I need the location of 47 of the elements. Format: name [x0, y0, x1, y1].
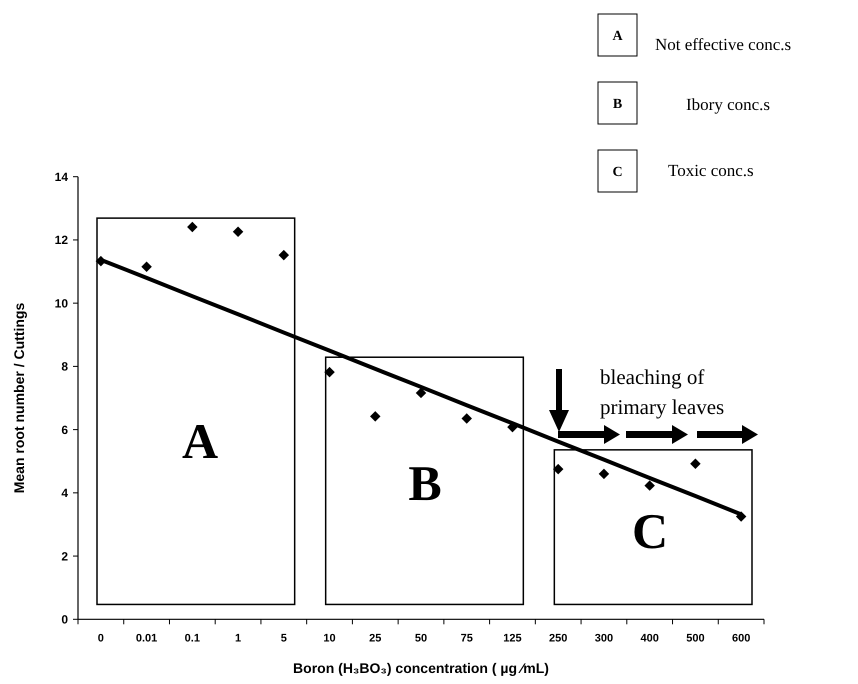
- text: Ibory conc.s: [686, 95, 770, 114]
- point: [552, 464, 564, 474]
- x-tick-label: 600: [732, 632, 750, 644]
- x-tick-label: 10: [323, 632, 336, 644]
- annotation: B: [408, 455, 442, 511]
- x-tick-label: 125: [503, 632, 522, 644]
- x-tick-label: 250: [549, 632, 568, 644]
- x-tick-label: 400: [640, 632, 659, 644]
- y-tick-label: 8: [61, 360, 68, 374]
- point: [370, 411, 381, 422]
- x-tick-label: 300: [594, 632, 614, 644]
- text: B: [612, 97, 622, 112]
- y-tick-label: 10: [54, 296, 68, 310]
- text: A: [612, 29, 624, 44]
- point: [278, 250, 290, 260]
- x-tick-label: 1: [235, 632, 242, 644]
- annotation: bleaching of primary leaves: [600, 365, 724, 419]
- y-tick-label: 6: [61, 422, 68, 437]
- y-tick-label: 14: [54, 170, 68, 184]
- x-tick-label: 5: [280, 632, 287, 644]
- x-tick-label: 0.01: [136, 632, 158, 644]
- x-tick-label: 50: [414, 632, 428, 644]
- annotation: C: [612, 165, 623, 180]
- point: [141, 262, 152, 272]
- point: [416, 388, 426, 398]
- y-tick-label: 0: [61, 612, 68, 626]
- point: [598, 468, 610, 480]
- point: [690, 458, 701, 469]
- text: Not effective conc.s: [655, 35, 792, 54]
- x-tick-label: 75: [460, 632, 473, 644]
- x-axis-title: Boron (H₃BO₃) concentration ( µg ⁄mL): [293, 660, 549, 676]
- point: [232, 226, 244, 237]
- y-tick-label: 12: [54, 233, 68, 248]
- x-tick-label: 0.1: [184, 632, 200, 644]
- point: [324, 366, 335, 378]
- point: [644, 480, 655, 491]
- x-tick-label: 0: [98, 632, 104, 644]
- annotation: C: [632, 503, 668, 559]
- y-tick-label: 4: [61, 486, 68, 500]
- x-tick-label: 25: [369, 632, 382, 644]
- annotation: Toxic conc.s: [668, 161, 754, 180]
- point: [187, 222, 198, 232]
- x-tick-label: 500: [686, 632, 705, 644]
- point: [461, 413, 472, 424]
- y-axis-title: Mean root number / Cuttings: [11, 302, 27, 494]
- y-tick-label: 2: [61, 549, 68, 564]
- annotation: A: [182, 413, 218, 469]
